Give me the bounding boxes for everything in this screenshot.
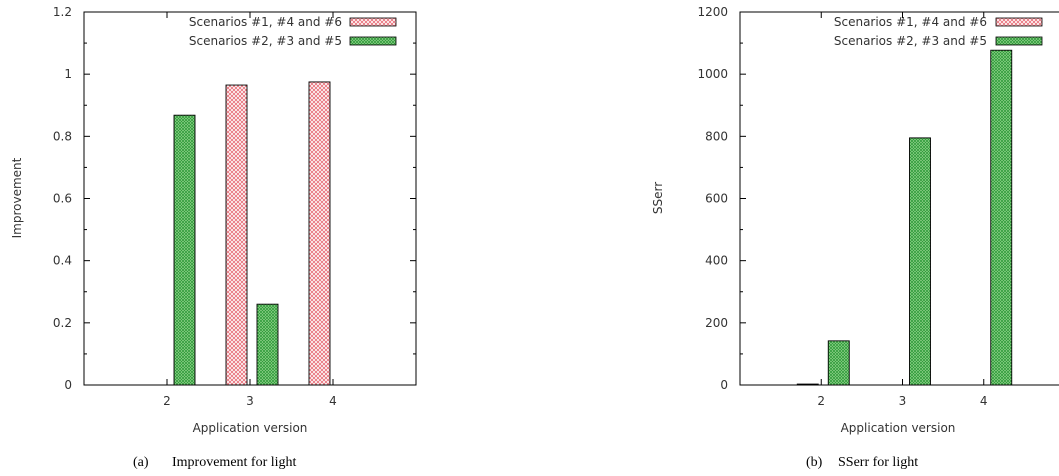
caption-text: SSerr for light — [838, 455, 918, 470]
bar-series-1-cat-4 — [308, 81, 331, 386]
legend-label-series-2: Scenarios #2, #3 and #5 — [189, 34, 342, 48]
y-tick-label: 0.4 — [53, 254, 72, 268]
x-tick-label: 3 — [899, 394, 907, 408]
bars-group — [796, 49, 1013, 386]
bar-series-2-cat-4 — [990, 49, 1013, 386]
chart-panel-improvement: 0 0.2 0.4 0.6 0.8 1 1.2 2 3 4 Improvement Applica… — [10, 5, 417, 470]
legend: Scenarios #1, #4 and #6 Scenarios #2, #3… — [834, 15, 1043, 48]
plot-frame — [739, 11, 1059, 386]
legend-label-series-2: Scenarios #2, #3 and #5 — [834, 34, 987, 48]
chart-panel-sserr: 0 200 400 600 800 1000 1200 2 3 4 SSerr Applicati… — [651, 5, 1059, 470]
bar-series-2-cat-2 — [827, 340, 850, 386]
x-tick-label: 3 — [246, 394, 254, 408]
y-tick-label: 200 — [705, 316, 728, 330]
y-tick-label: 0 — [64, 378, 72, 392]
y-tick-label: 0.2 — [53, 316, 72, 330]
x-tick-label: 4 — [329, 394, 337, 408]
plot-frame — [83, 11, 417, 386]
y-tick-label: 600 — [705, 192, 728, 206]
bar-series-2-cat-2 — [173, 114, 196, 386]
y-tick-label: 0 — [720, 378, 728, 392]
caption-text: Improvement for light — [172, 455, 297, 470]
bar-series-2-cat-3 — [909, 137, 931, 386]
legend-swatch-series-2 — [995, 36, 1043, 46]
x-tick-label: 2 — [817, 394, 825, 408]
bar-series-1-cat-3 — [225, 84, 248, 386]
y-tick-label: 0.8 — [53, 129, 72, 143]
legend-swatch-series-2 — [349, 36, 397, 46]
axis-ticks: 0 0.2 0.4 0.6 0.8 1 1.2 2 3 4 — [53, 5, 416, 408]
legend: Scenarios #1, #4 and #6 Scenarios #2, #3… — [189, 15, 397, 48]
y-tick-label: 1000 — [697, 67, 728, 81]
y-tick-label: 0.6 — [53, 192, 72, 206]
x-tick-label: 4 — [980, 394, 988, 408]
y-tick-label: 800 — [705, 129, 728, 143]
bars-group — [173, 81, 331, 386]
x-axis-label: Application version — [193, 421, 308, 435]
y-tick-label: 1 — [64, 67, 72, 81]
legend-swatch-series-1 — [349, 17, 397, 27]
x-axis-label: Application version — [841, 421, 956, 435]
legend-label-series-1: Scenarios #1, #4 and #6 — [189, 15, 342, 29]
legend-label-series-1: Scenarios #1, #4 and #6 — [834, 15, 987, 29]
x-tick-label: 2 — [163, 394, 171, 408]
caption-label: (b) — [806, 455, 823, 470]
legend-swatch-series-1 — [995, 17, 1043, 27]
y-tick-label: 1200 — [697, 5, 728, 19]
y-tick-label: 400 — [705, 254, 728, 268]
caption-label: (a) — [133, 455, 149, 470]
bar-series-2-cat-3 — [256, 303, 279, 386]
y-tick-label: 1.2 — [53, 5, 72, 19]
y-axis-label: Improvement — [10, 157, 24, 238]
y-axis-label: SSerr — [651, 182, 665, 214]
axis-ticks: 0 200 400 600 800 1000 1200 2 3 4 — [697, 5, 988, 408]
